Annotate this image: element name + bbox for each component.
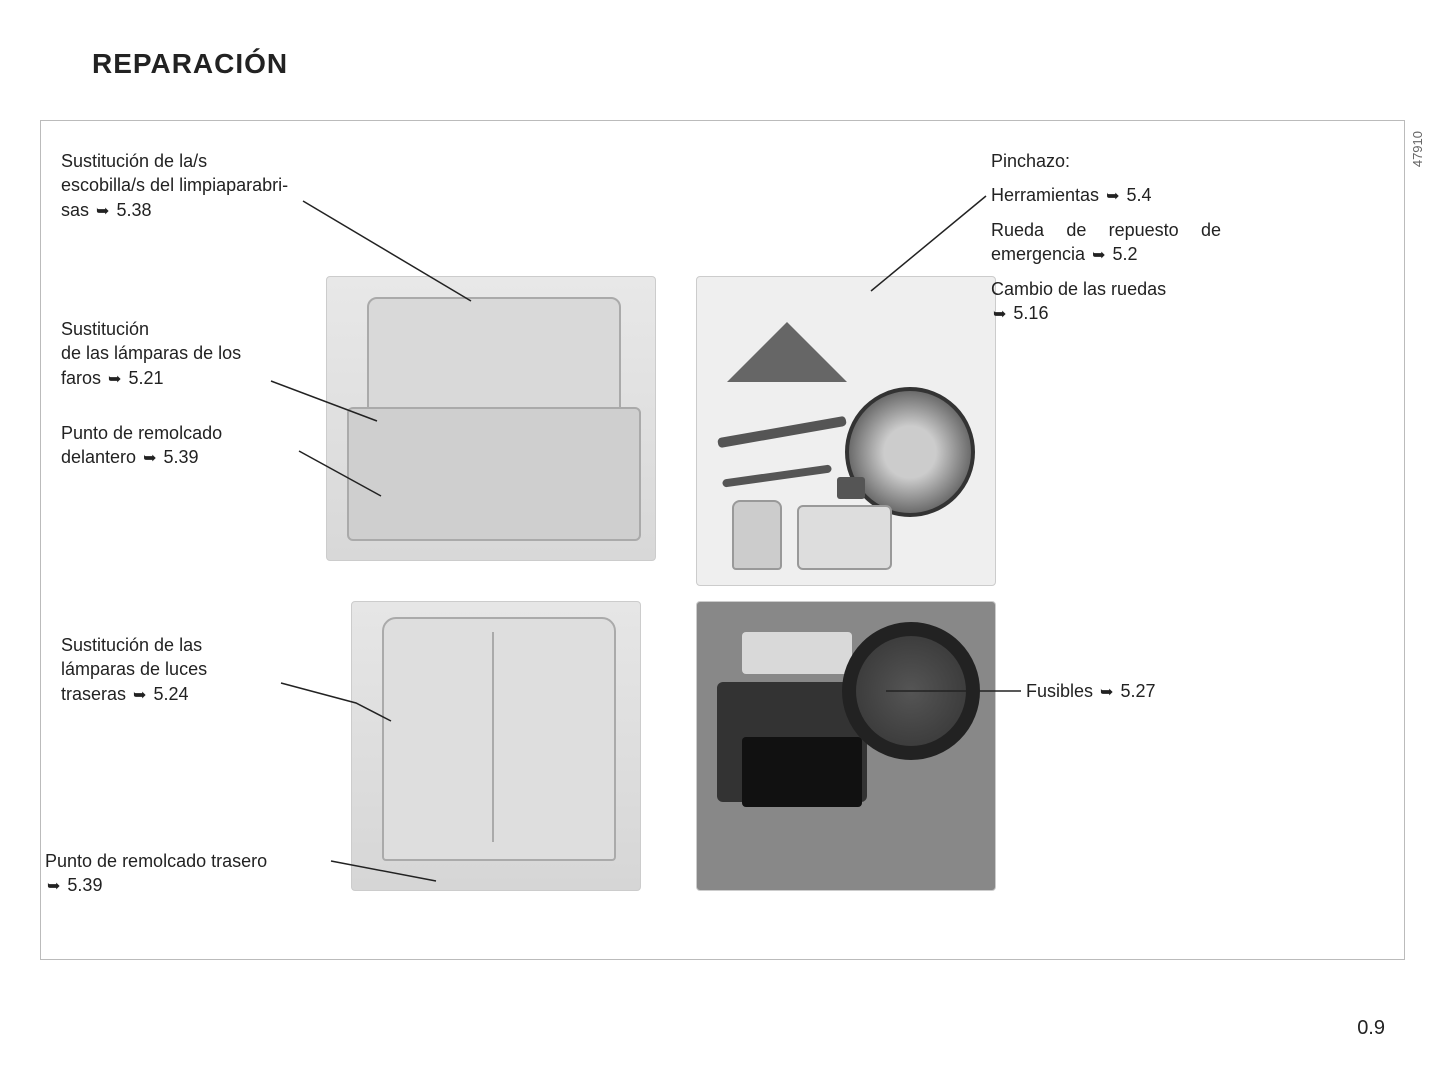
puncture-item-ref-1: 5.2: [1113, 244, 1138, 264]
callout-wipers-l3: sas: [61, 200, 89, 220]
callout-rear-lamps-ref: 5.24: [153, 684, 188, 704]
callout-rear-tow-ref: 5.39: [67, 875, 102, 895]
callout-fuses-label: Fusibles: [1026, 681, 1093, 701]
callout-headlamps-l2: de las lámparas de los: [61, 343, 241, 363]
illustration-tools: [696, 276, 996, 586]
callout-puncture-heading: Pinchazo:: [991, 149, 1221, 173]
callout-rear-lamps-l2: lámparas de luces: [61, 659, 207, 679]
arrow-icon: ➥: [991, 304, 1008, 326]
puncture-item-ref-2: 5.16: [1013, 303, 1048, 323]
image-code: 47910: [1410, 131, 1425, 167]
callout-front-tow-ref: 5.39: [164, 447, 199, 467]
arrow-icon: ➥: [1098, 682, 1115, 704]
arrow-icon: ➥: [141, 448, 158, 470]
callout-headlamps-l1: Sustitución: [61, 319, 149, 339]
callout-rear-lamps: Sustitución de las lámparas de luces tra…: [61, 633, 286, 706]
callout-wipers-l2: escobilla/s del limpiaparabri-: [61, 175, 288, 195]
puncture-item-label-0: Herramientas: [991, 185, 1099, 205]
callout-wipers-ref: 5.38: [116, 200, 151, 220]
arrow-icon: ➥: [1090, 245, 1107, 267]
callout-rear-lamps-l3: traseras: [61, 684, 126, 704]
wrench2-icon: [722, 464, 832, 487]
dash-panel-icon: [742, 632, 852, 674]
puncture-item-ref-0: 5.4: [1126, 185, 1151, 205]
callout-puncture: Pinchazo: Herramientas ➥ 5.4 Rueda de re…: [991, 149, 1221, 326]
callout-fuses: Fusibles ➥ 5.27: [1026, 679, 1246, 704]
page-number: 0.9: [1357, 1017, 1385, 1040]
wrench-icon: [717, 416, 847, 448]
arrow-icon: ➥: [94, 201, 111, 223]
callout-headlamps: Sustitución de las lámparas de los faros…: [61, 317, 296, 390]
callout-wipers: Sustitución de la/s escobilla/s del limp…: [61, 149, 311, 222]
illustration-van-rear: [351, 601, 641, 891]
callout-front-tow-l1: Punto de remolcado: [61, 423, 222, 443]
sealant-can-icon: [732, 500, 782, 570]
callout-wipers-l1: Sustitución de la/s: [61, 151, 207, 171]
callout-headlamps-l3: faros: [61, 368, 101, 388]
illustration-van-front: [326, 276, 656, 561]
callout-rear-tow: Punto de remolcado trasero ➥ 5.39: [45, 849, 345, 898]
callout-headlamps-ref: 5.21: [128, 368, 163, 388]
page-title: REPARACIÓN: [92, 48, 288, 80]
callout-fuses-ref: 5.27: [1120, 681, 1155, 701]
compressor-icon: [797, 505, 892, 570]
callout-rear-lamps-l1: Sustitución de las: [61, 635, 202, 655]
arrow-icon: ➥: [106, 369, 123, 391]
callout-rear-tow-l1: Punto de remolcado trasero: [45, 851, 267, 871]
content-frame: 47910 Sustitución de la/s escobilla/s de…: [40, 120, 1405, 960]
bolt-icon: [837, 477, 865, 499]
arrow-icon: ➥: [45, 876, 62, 898]
arrow-icon: ➥: [1104, 186, 1121, 208]
jack-icon: [727, 322, 847, 382]
illustration-dashboard: [696, 601, 996, 891]
callout-front-tow: Punto de remolcado delantero ➥ 5.39: [61, 421, 301, 470]
callout-front-tow-l2: delantero: [61, 447, 136, 467]
arrow-icon: ➥: [131, 685, 148, 707]
fusebox-icon: [742, 737, 862, 807]
puncture-item-label-2: Cambio de las ruedas: [991, 279, 1166, 299]
